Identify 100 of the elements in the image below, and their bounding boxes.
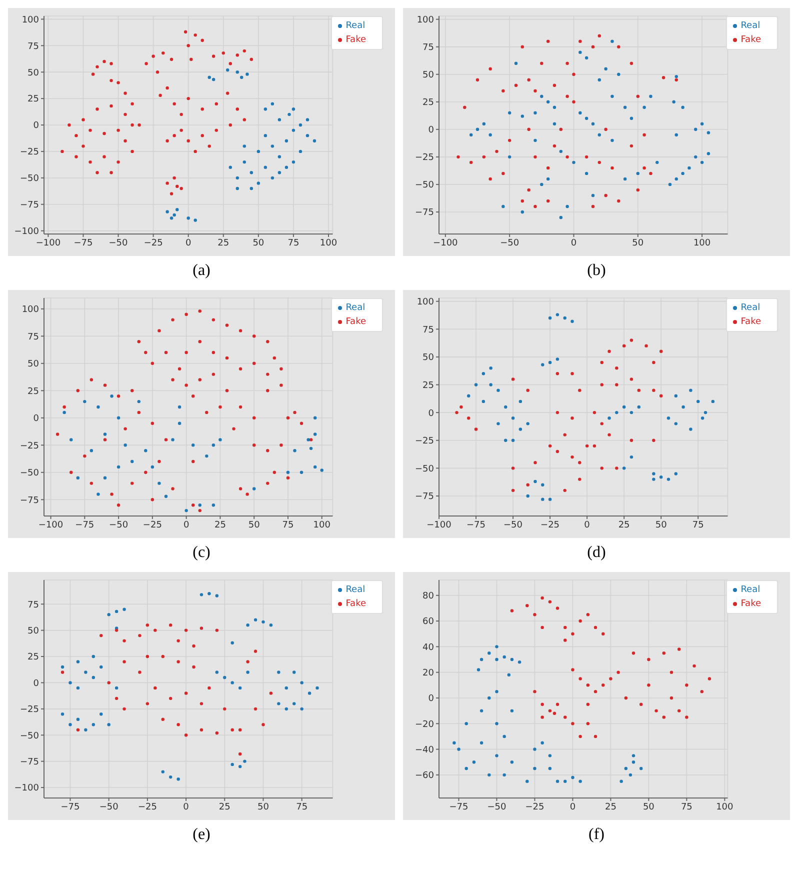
point (292, 670, 296, 674)
legend-label: Real (346, 21, 366, 31)
point (688, 166, 691, 170)
point (571, 776, 574, 780)
point (647, 684, 650, 687)
point (591, 122, 595, 126)
x-axis-title: (a) (192, 261, 212, 281)
point (502, 204, 505, 208)
point (598, 78, 601, 82)
y-tick-label: −25 (415, 153, 434, 164)
point (114, 610, 118, 614)
point (564, 638, 567, 642)
point (592, 444, 596, 448)
point (570, 372, 574, 376)
point (624, 696, 628, 700)
legend-label: Fake (346, 317, 366, 327)
x-tick-label: 25 (214, 520, 226, 530)
y-tick-label: 25 (422, 98, 434, 108)
y-tick-label: 0 (428, 408, 434, 419)
point (286, 470, 290, 474)
point (100, 634, 103, 638)
point (534, 480, 537, 484)
point (670, 670, 674, 674)
point (116, 416, 120, 420)
point (510, 760, 514, 764)
y-tick-label: −50 (20, 731, 40, 742)
point (495, 754, 498, 758)
point (228, 166, 232, 169)
legend-label: Fake (346, 35, 366, 45)
point (546, 199, 550, 203)
point (508, 155, 512, 159)
point (610, 166, 614, 170)
point (110, 394, 114, 398)
point (208, 592, 211, 596)
x-tick-label: −75 (466, 520, 486, 530)
point (674, 394, 678, 398)
point (264, 108, 268, 111)
y-tick-label: −25 (20, 148, 39, 158)
point (150, 465, 154, 469)
point (672, 100, 676, 104)
point (552, 144, 556, 148)
point (511, 416, 515, 420)
legend-label: Fake (740, 35, 761, 45)
point (630, 338, 634, 342)
point (68, 681, 72, 684)
point (238, 686, 242, 690)
point (578, 734, 582, 738)
point (578, 461, 582, 464)
point (84, 670, 88, 674)
y-tick-label: −75 (415, 208, 434, 218)
point (256, 182, 260, 185)
x-tick-label: 50 (252, 238, 264, 248)
point (556, 372, 560, 376)
point (476, 78, 480, 82)
point (548, 444, 552, 448)
point (306, 118, 310, 122)
point (96, 492, 100, 496)
point (292, 160, 296, 164)
point (637, 405, 640, 409)
point (60, 712, 64, 716)
point (594, 690, 598, 694)
point (559, 150, 562, 154)
point (540, 741, 544, 744)
point (636, 188, 640, 192)
point (685, 716, 688, 719)
point (623, 106, 627, 109)
point (637, 388, 640, 392)
y-tick-label: 100 (22, 305, 40, 316)
y-tick-label: 25 (28, 386, 39, 397)
point (100, 712, 103, 716)
legend-label: Real (346, 585, 366, 595)
y-tick-label: −20 (415, 720, 434, 730)
point (548, 360, 552, 364)
point (230, 641, 234, 644)
x-tick-label: 50 (248, 520, 260, 530)
x-tick-label: −75 (74, 238, 93, 248)
point (309, 446, 313, 450)
point (68, 723, 72, 726)
point (277, 702, 280, 706)
legend-label: Real (740, 21, 760, 31)
point (168, 696, 172, 700)
point (616, 670, 620, 674)
point (700, 160, 704, 164)
point (250, 186, 254, 190)
point (584, 116, 588, 120)
point (630, 455, 634, 459)
point (138, 670, 142, 674)
point (200, 593, 204, 596)
point (103, 432, 107, 436)
point (130, 460, 134, 464)
point (488, 67, 492, 70)
point (510, 709, 514, 712)
point (495, 150, 498, 154)
point (176, 723, 180, 726)
point (223, 707, 226, 711)
x-tick-label: −50 (109, 520, 128, 530)
point (300, 707, 304, 711)
x-tick-label: −50 (504, 520, 523, 530)
point (502, 734, 506, 738)
point (526, 483, 530, 486)
